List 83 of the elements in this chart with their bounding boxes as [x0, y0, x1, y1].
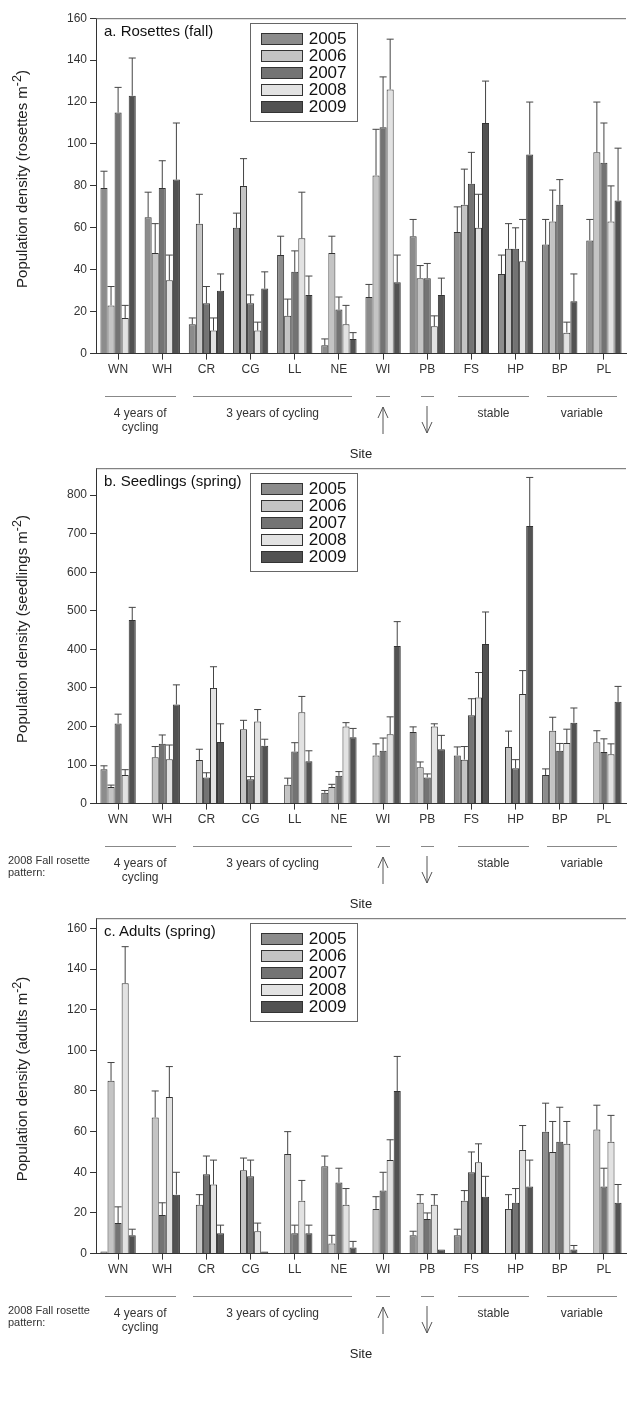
- y-tick-label: 0: [80, 1245, 88, 1260]
- x-tick-label: HP: [507, 362, 524, 377]
- text: 4 years of cycling: [112, 855, 168, 884]
- x-tick-label: CG: [241, 1262, 260, 1277]
- y-tick-label: 20: [73, 303, 88, 318]
- y-tick-label: 120: [66, 94, 88, 109]
- x-tick-label: BP: [551, 362, 568, 377]
- x-tick-label: LL: [288, 812, 302, 827]
- text: 4 years of cycling: [112, 1305, 168, 1334]
- y-tick-label: 140: [66, 52, 88, 67]
- x-tick-label: NE: [330, 1262, 348, 1277]
- text: 2008 Fall rosette pattern:: [8, 1303, 91, 1328]
- x-tick-label: WN: [108, 812, 129, 827]
- y-tick-label: 160: [66, 10, 88, 25]
- y-tick-label: 100: [66, 757, 88, 772]
- y-tick-label: 140: [66, 961, 88, 976]
- y-tick-label: 400: [66, 641, 88, 656]
- y-tick-label: 300: [66, 680, 88, 695]
- y-tick-label: 600: [66, 564, 88, 579]
- x-tick-label: FS: [463, 1262, 480, 1277]
- y-tick-label: 20: [73, 1205, 88, 1220]
- text: stable: [476, 1305, 511, 1320]
- y-tick-label: 100: [66, 1042, 88, 1057]
- x-tick-label: CR: [197, 812, 216, 827]
- chart-title: b. Seedlings (spring): [104, 472, 242, 491]
- x-tick-label: CR: [197, 1262, 216, 1277]
- y-tick-label: 500: [66, 603, 88, 618]
- x-tick-label: FS: [463, 362, 480, 377]
- y-tick-label: 80: [73, 1083, 88, 1098]
- x-tick-label: FS: [463, 812, 480, 827]
- y-tick-label: 200: [66, 718, 88, 733]
- chart-title: c. Adults (spring): [104, 922, 216, 941]
- y-tick-label: 160: [66, 920, 88, 935]
- y-tick-label: 120: [66, 1001, 88, 1016]
- x-tick-label: PL: [596, 1262, 612, 1277]
- x-tick-label: NE: [330, 362, 348, 377]
- y-tick-label: 700: [66, 526, 88, 541]
- text: stable: [476, 405, 511, 420]
- x-tick-label: HP: [507, 1262, 524, 1277]
- x-axis-title: Site: [348, 445, 374, 461]
- x-tick-label: CG: [241, 812, 260, 827]
- x-tick-label: WH: [152, 1262, 173, 1277]
- text: 3 years of cycling: [225, 855, 321, 870]
- x-tick-label: HP: [507, 812, 524, 827]
- x-tick-label: LL: [288, 1262, 302, 1277]
- y-tick-label: 60: [73, 1123, 88, 1138]
- y-tick-label: 0: [80, 345, 88, 360]
- text: 3 years of cycling: [225, 405, 321, 420]
- x-tick-label: CR: [197, 362, 216, 377]
- text: variable: [559, 1305, 604, 1320]
- y-tick-label: 40: [73, 262, 88, 277]
- y-tick-label: 60: [73, 220, 88, 235]
- y-tick-label: 0: [80, 795, 88, 810]
- y-tick-label: 800: [66, 487, 88, 502]
- x-tick-label: CG: [241, 362, 260, 377]
- x-tick-label: WN: [108, 362, 129, 377]
- x-tick-label: PL: [596, 362, 612, 377]
- text: variable: [559, 855, 604, 870]
- x-tick-label: BP: [551, 812, 568, 827]
- text: 4 years of cycling: [112, 405, 168, 434]
- x-tick-label: WH: [152, 362, 173, 377]
- y-tick-label: 100: [66, 136, 88, 151]
- y-tick-label: 80: [73, 178, 88, 193]
- text: 2008 Fall rosette pattern:: [8, 853, 91, 878]
- x-tick-label: WI: [375, 362, 391, 377]
- text: stable: [476, 855, 511, 870]
- x-tick-label: BP: [551, 1262, 568, 1277]
- x-tick-label: WI: [375, 1262, 391, 1277]
- x-tick-label: PB: [419, 1262, 436, 1277]
- x-tick-label: WH: [152, 812, 173, 827]
- x-tick-label: PB: [419, 362, 436, 377]
- x-tick-label: LL: [288, 362, 302, 377]
- x-tick-label: PB: [419, 812, 436, 827]
- x-tick-label: NE: [330, 812, 348, 827]
- x-tick-label: WN: [108, 1262, 129, 1277]
- y-tick-label: 40: [73, 1164, 88, 1179]
- x-tick-label: WI: [375, 812, 391, 827]
- text: variable: [559, 405, 604, 420]
- x-axis-title: Site: [348, 895, 374, 911]
- text: 3 years of cycling: [225, 1305, 321, 1320]
- x-axis-title: Site: [348, 1345, 374, 1361]
- x-tick-label: PL: [596, 812, 612, 827]
- chart-title: a. Rosettes (fall): [104, 22, 214, 41]
